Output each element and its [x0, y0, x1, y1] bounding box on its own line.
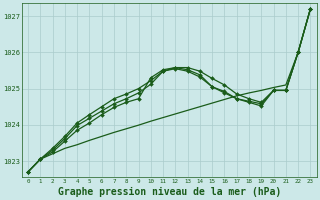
X-axis label: Graphe pression niveau de la mer (hPa): Graphe pression niveau de la mer (hPa) [58, 186, 281, 197]
